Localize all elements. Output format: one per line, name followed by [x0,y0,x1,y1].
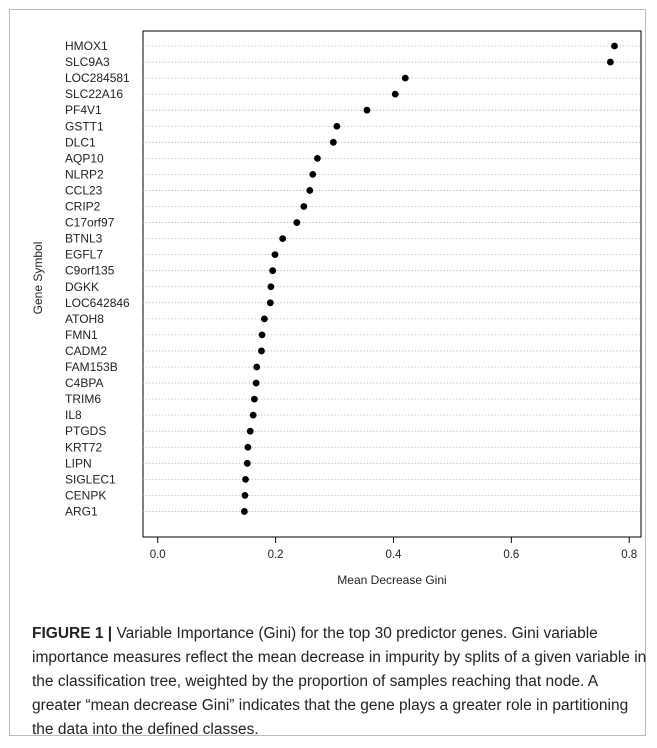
gene-label: C17orf97 [65,216,115,230]
caption-label: FIGURE 1 | [32,625,113,642]
gene-label: SIGLEC1 [65,472,116,486]
x-tick-label: 0.4 [385,549,402,561]
gene-label: CCL23 [65,183,103,197]
gene-label: LIPN [65,456,92,470]
gene-label: SLC22A16 [65,87,123,101]
data-point [363,106,371,114]
data-point [611,42,618,50]
gini-dotchart: HMOX1 SLC9A3 LOC284581 SLC22A16 PF4V1 GSTT1 DL… [31,30,642,587]
data-point [306,187,314,194]
gene-label: CADM2 [65,344,107,358]
data-point [253,363,261,371]
data-point [258,331,266,339]
gene-label: EGFL7 [65,248,103,262]
data-point [300,203,308,210]
caption-text: Variable Importance (Gini) for the top 3… [32,625,647,738]
gene-label: TRIM6 [65,392,101,406]
gene-label: CENPK [65,488,106,502]
data-point [606,58,614,66]
gene-label: AQP10 [65,151,104,165]
gene-label: LOC284581 [65,71,130,85]
data-point [391,90,399,98]
gene-label: FAM153B [65,360,118,374]
data-point [329,138,337,146]
figure-frame: HMOX1 SLC9A3 LOC284581 SLC22A16 PF4V1 GSTT1 DL… [9,9,646,738]
gene-label: PF4V1 [65,103,102,117]
data-point [314,154,321,162]
data-point [258,347,265,355]
x-axis-label: Mean Decrease Gini [337,573,446,587]
x-tick-label: 0.2 [268,549,284,561]
gene-label: SLC9A3 [65,55,110,69]
data-point [246,427,254,435]
gene-label: C9orf135 [65,264,115,278]
gene-label: HMOX1 [65,39,108,53]
gene-label: LOC642846 [65,296,130,310]
data-point [333,122,341,130]
data-point [267,283,275,291]
data-point [252,379,260,387]
plot-area [142,30,642,538]
data-point [269,267,277,275]
gene-label: ATOH8 [65,312,104,326]
gene-label: NLRP2 [65,167,104,181]
data-point [241,492,249,499]
data-point [271,251,279,259]
data-point [309,171,317,178]
data-point [249,411,257,419]
y-axis-label: Gene Symbol [31,242,45,315]
gene-label: BTNL3 [65,232,103,246]
x-tick-label: 0.6 [503,549,519,561]
gene-label: PTGDS [65,424,106,438]
data-point [250,395,258,403]
data-point [243,459,251,467]
gene-label: DLC1 [65,135,96,149]
x-tick-label: 0.8 [621,549,637,561]
data-point [240,508,248,515]
gene-label: ARG1 [65,504,98,518]
gene-label: KRT72 [65,440,102,454]
gene-label: FMN1 [65,328,98,342]
figure-caption: FIGURE 1 | Variable Importance (Gini) fo… [32,622,647,742]
gene-label: IL8 [65,408,82,422]
gene-label: DGKK [65,280,99,294]
data-point [261,315,268,323]
data-point [293,219,301,226]
gene-label: GSTT1 [65,119,104,133]
data-point [401,74,409,82]
data-point [244,443,252,451]
gene-label: C4BPA [65,376,103,390]
data-point [242,475,249,483]
data-point [266,299,274,307]
x-tick-label: 0.0 [150,549,166,561]
gene-label: CRIP2 [65,200,101,214]
data-point [279,235,287,243]
